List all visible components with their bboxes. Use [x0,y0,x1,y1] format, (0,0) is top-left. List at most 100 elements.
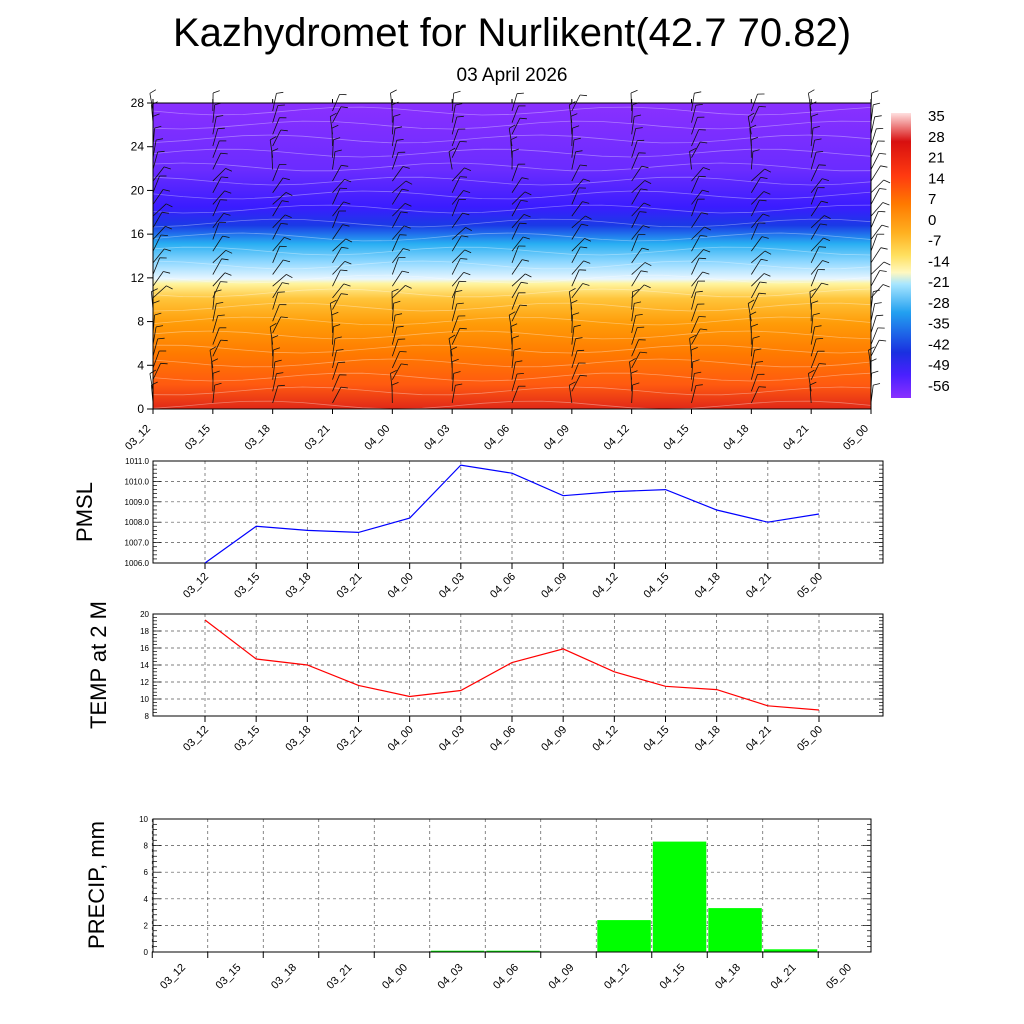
y-tick-label: 16 [140,644,149,653]
wind-barb-feather [509,311,516,316]
wind-barb [332,106,342,123]
isotherm-line [152,400,872,410]
wind-barb-feather [752,336,760,339]
colorbar-label: 21 [928,150,945,167]
wind-barb [808,93,812,112]
wind-barb-feather [516,92,524,95]
wind-barb-feather [396,325,404,328]
wind-barb [511,350,515,369]
y-tick-label: 12 [131,271,145,285]
precip-bar [430,950,485,952]
wind-barb-feather [510,323,518,327]
colorbar-label: 14 [928,170,945,187]
wind-barb-feather [822,260,830,264]
wind-barb-feather [644,262,652,267]
wind-barb [272,164,280,182]
wind-barb [691,361,694,380]
wind-barb-feather [276,372,284,375]
wind-barb [152,226,166,240]
wind-barb [149,373,154,392]
wind-barb [212,272,226,287]
wind-barb-feather [286,274,293,279]
wind-barb-feather [163,166,171,170]
wind-barb-feather [751,136,759,141]
wind-barb [392,225,405,240]
wind-barb-feather [462,212,470,216]
colorbar-label: -56 [928,378,950,395]
wind-barb-feather [812,312,820,316]
wind-barb [631,262,646,275]
wind-barb [451,176,461,193]
wind-barb-feather [390,369,397,374]
wind-barb-feather [452,358,459,362]
wind-barb [571,260,584,275]
wind-barb [332,350,337,369]
precip-bars [430,841,818,952]
wind-barb-feather [209,346,217,351]
wind-barb-feather [702,189,710,193]
wind-barb [810,237,824,252]
wind-barb [691,167,704,182]
x-tick-label: 04_21 [769,962,799,992]
wind-barb [272,105,279,123]
wind-barb-feather [280,129,288,132]
x-tick-label: 03_18 [283,724,313,754]
wind-barb [631,202,645,217]
wind-barb-feather [461,235,469,238]
wind-barb-feather [282,282,290,285]
wind-barb [272,200,283,217]
wind-barb-feather [151,288,158,292]
y-tick-label: 8 [144,842,149,851]
wind-barb-feather [390,89,397,94]
colorbar-label: 0 [928,212,936,229]
wind-barb [152,338,159,357]
wind-barb-feather [582,201,590,204]
x-tick-label: 04_18 [693,724,723,754]
x-tick-label: 04_15 [658,962,688,992]
wind-barb [391,234,401,252]
x-tick-label: 04_15 [662,423,692,453]
y-tick-label: 10 [139,815,148,824]
wind-barb-feather [157,337,165,340]
wind-barb-feather [819,246,827,248]
wind-barb [332,247,342,264]
y-tick-label: 24 [131,140,145,154]
wind-barb-feather [874,302,882,304]
wind-barb [212,235,223,252]
wind-barb-feather [223,213,231,216]
wind-barb [212,176,222,193]
colorbar-scale [891,113,911,398]
wind-barb [152,363,161,380]
wind-barb [750,151,754,170]
x-tick-label: 03_15 [232,571,262,601]
x-tick-label: 04_09 [542,423,572,453]
wind-barb-feather [747,299,755,304]
isotherm-line [152,204,872,214]
wind-barb [211,361,214,380]
y-tick-label: 14 [140,661,149,670]
x-tick-label: 04_03 [437,571,467,601]
wind-barb-feather [404,203,412,207]
wind-barb [332,338,336,357]
wind-barb-feather [448,147,456,153]
wind-barb [810,128,814,147]
wind-barb [631,291,633,310]
wind-barb [332,201,344,217]
x-tick-label: 04_06 [491,962,521,992]
wind-barb-feather [764,168,772,173]
wind-barb-feather [812,126,820,129]
wind-barb-feather [880,165,888,168]
wind-barb [691,226,705,240]
wind-barb [272,214,286,229]
pmsl-panel: 1006.0 1007.0 1008.0 1009.0 1010.0 1011.0 03_1… [72,457,884,601]
wind-barb [451,385,456,404]
wind-barb [631,188,642,205]
wind-barb-feather [695,384,703,386]
wind-barb [870,261,885,275]
wind-barb [691,280,699,299]
wind-barb [631,303,635,322]
isotherm-line [152,190,872,200]
wind-barb [212,190,225,205]
isotherm-line [152,288,872,298]
